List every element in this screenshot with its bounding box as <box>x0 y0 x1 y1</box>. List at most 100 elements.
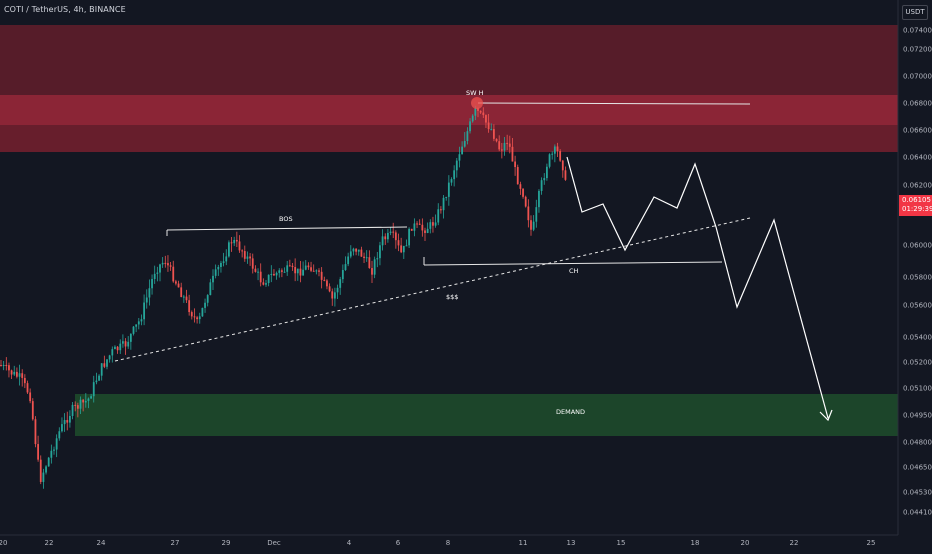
ch-label: CH <box>569 267 579 275</box>
candle-bearish <box>514 161 516 168</box>
bos-line[interactable] <box>166 226 408 231</box>
x-tick-label: 22 <box>790 539 799 547</box>
candle-bearish <box>331 291 334 299</box>
candle-bullish <box>246 256 249 259</box>
candle-bearish <box>368 257 371 269</box>
candle-bullish <box>265 283 267 285</box>
candle-bearish <box>294 267 297 274</box>
candle-bearish <box>498 141 501 150</box>
candle-bullish <box>225 256 228 262</box>
candle-bullish <box>42 472 45 482</box>
supply-zone-core[interactable] <box>0 95 898 125</box>
candle-bearish <box>564 170 567 180</box>
candle-bullish <box>87 398 90 401</box>
candle-bullish <box>286 265 289 272</box>
candle-bullish <box>469 121 471 132</box>
price-axis[interactable] <box>898 0 932 550</box>
candle-bullish <box>45 466 47 473</box>
candle-bullish <box>63 420 66 425</box>
candle-bullish <box>53 449 55 451</box>
candle-bullish <box>71 404 74 416</box>
candle-bearish <box>26 383 29 393</box>
candle-bearish <box>16 371 18 377</box>
candle-bullish <box>540 180 543 191</box>
candle-bearish <box>328 286 331 292</box>
candle-bearish <box>235 239 238 242</box>
candle-bullish <box>455 160 458 171</box>
bar-countdown: 01:29:39 <box>902 205 932 213</box>
y-tick-label: 0.07000 <box>903 73 932 81</box>
candle-bullish <box>228 242 230 257</box>
candle-bullish <box>543 178 546 181</box>
candle-bullish <box>18 373 21 377</box>
trendline-dashed[interactable] <box>114 217 751 362</box>
candle-bearish <box>307 265 310 268</box>
candle-bullish <box>111 349 114 356</box>
candle-bullish <box>302 269 304 276</box>
candle-bearish <box>291 265 294 268</box>
candle-bearish <box>281 270 283 272</box>
candle-bullish <box>405 245 408 247</box>
candle-bearish <box>482 112 485 116</box>
candle-bullish <box>119 343 122 351</box>
time-axis[interactable] <box>0 535 932 550</box>
candle-bearish <box>273 273 275 276</box>
supply-zone-upper[interactable] <box>0 25 898 95</box>
candle-bullish <box>198 316 201 320</box>
candle-bullish <box>257 271 259 273</box>
x-tick-label: 18 <box>691 539 700 547</box>
candle-bullish <box>233 239 236 244</box>
candle-bullish <box>463 140 466 147</box>
x-tick-label: 27 <box>171 539 180 547</box>
y-tick-label: 0.06400 <box>903 154 932 162</box>
y-tick-label: 0.05200 <box>903 359 932 367</box>
candle-bullish <box>222 261 225 263</box>
candle-bullish <box>275 272 278 276</box>
candle-bullish <box>334 292 336 299</box>
candle-bullish <box>127 341 130 347</box>
candle-bearish <box>559 151 562 161</box>
swing-high-marker[interactable] <box>471 97 483 109</box>
candle-bullish <box>92 382 95 397</box>
candle-bullish <box>413 223 416 231</box>
candle-bullish <box>153 273 156 279</box>
candle-bullish <box>84 400 87 403</box>
last-price: 0.06105 <box>902 196 931 204</box>
candle-bearish <box>190 312 193 317</box>
x-tick-label: 20 <box>0 539 7 547</box>
candle-bearish <box>360 249 363 257</box>
candle-bullish <box>95 380 98 383</box>
candle-bearish <box>124 341 127 347</box>
ch-line[interactable] <box>423 261 723 266</box>
candle-bearish <box>392 231 395 233</box>
candle-bearish <box>66 420 69 423</box>
candle-bullish <box>349 251 352 257</box>
candle-bearish <box>397 240 400 246</box>
candle-bullish <box>201 307 204 317</box>
candle-bearish <box>196 317 198 320</box>
candle-bearish <box>175 281 177 284</box>
candle-bearish <box>10 370 13 375</box>
candle-bearish <box>103 363 106 367</box>
candle-bullish <box>315 270 318 272</box>
candle-bearish <box>432 222 434 226</box>
projection-path[interactable] <box>566 156 829 419</box>
candle-bearish <box>440 209 442 211</box>
candle-bearish <box>421 224 424 231</box>
candle-bullish <box>267 274 270 284</box>
currency-badge[interactable]: USDT <box>902 5 928 20</box>
candle-bullish <box>47 457 50 467</box>
candle-bearish <box>511 146 514 162</box>
candle-bullish <box>344 264 347 271</box>
candle-bullish <box>546 166 548 179</box>
candle-bullish <box>2 364 5 366</box>
candle-bearish <box>519 184 522 189</box>
candle-bearish <box>479 110 482 113</box>
supply-zone-lower[interactable] <box>0 125 898 152</box>
candle-bullish <box>214 269 217 276</box>
demand-zone[interactable] <box>75 394 898 436</box>
swing-high-line[interactable] <box>477 102 751 105</box>
candle-bullish <box>347 256 350 265</box>
y-tick-label: 0.05400 <box>903 334 932 342</box>
